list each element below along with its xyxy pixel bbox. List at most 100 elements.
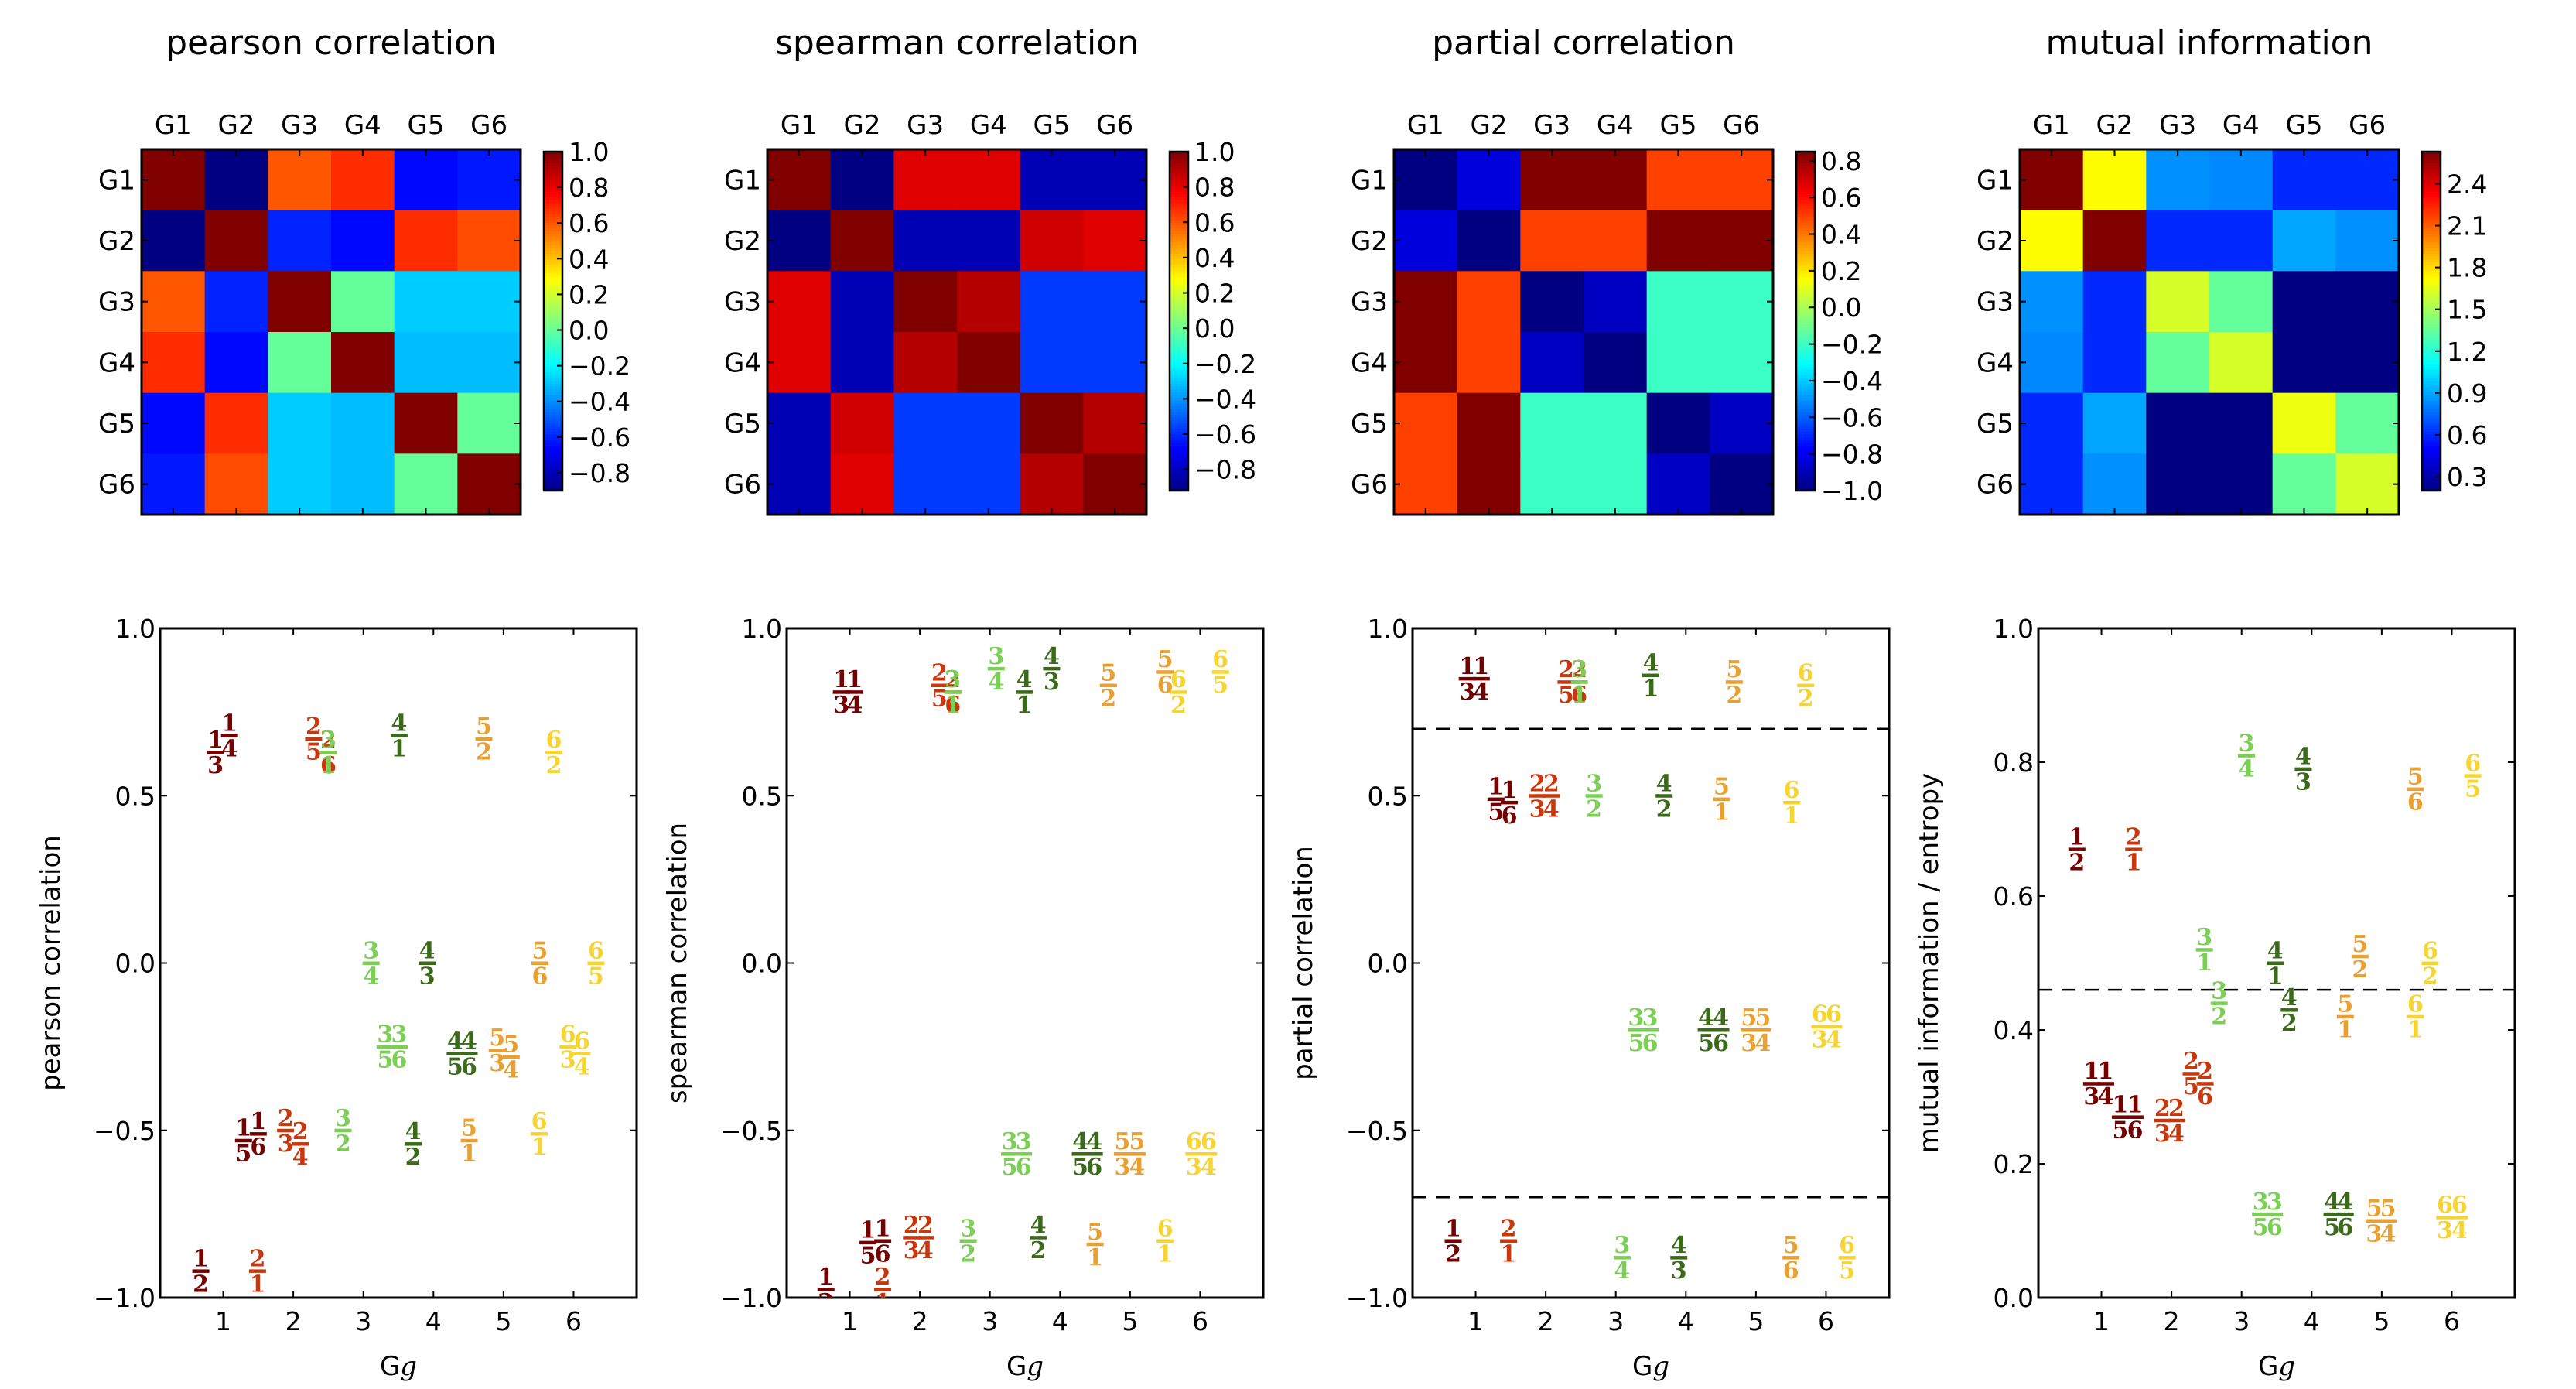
fraction-numerator: 4	[1044, 643, 1060, 670]
heatmap-col-label: G3	[1533, 110, 1570, 141]
fraction-numerator: 2	[2154, 1095, 2171, 1122]
colorbar-segment	[1796, 361, 1815, 364]
data-point-fraction: 51	[1713, 774, 1730, 826]
fraction-bar	[2464, 774, 2482, 778]
fraction-numerator: 5	[476, 713, 492, 741]
heatmap-cell	[268, 332, 332, 394]
fraction-numerator: 2	[1543, 770, 1560, 797]
colorbar-segment	[544, 287, 562, 291]
data-point-fraction: 41	[2267, 938, 2284, 990]
heatmap-panel-4: mutual information G1 G2 G3 G4 G5 G6 G1 G2 G3 G4 G5…	[1976, 23, 2487, 516]
colorbar-segment	[2422, 180, 2441, 183]
fraction-denominator: 5	[235, 1141, 251, 1168]
colorbar-segment	[1170, 344, 1188, 347]
data-point-fraction: 16	[2127, 1091, 2144, 1144]
fraction-denominator: 5	[1002, 1154, 1018, 1181]
colorbar-segment	[1170, 405, 1188, 409]
data-point-fraction: 34	[2238, 730, 2256, 782]
colorbar-segment	[1796, 216, 1815, 221]
heatmap-cell	[1083, 453, 1147, 515]
data-point-fraction: 21	[2125, 823, 2143, 876]
colorbar-segment	[1796, 323, 1815, 327]
heatmap-cell	[2146, 271, 2210, 333]
colorbar-segment	[1796, 154, 1815, 158]
colorbar-segment	[544, 208, 562, 212]
colorbar-segment	[1796, 180, 1815, 183]
colorbar-segment	[1796, 321, 1815, 325]
colorbar-tick-label: 1.8	[2447, 253, 2487, 283]
colorbar-segment	[544, 210, 562, 214]
colorbar-segment	[1796, 197, 1815, 200]
fraction-numerator: 1	[833, 666, 849, 693]
fraction-numerator: 6	[1812, 1001, 1828, 1028]
fraction-bar	[874, 1288, 892, 1291]
x-tick-label: 5	[495, 1306, 511, 1336]
fraction-bar	[1472, 676, 1490, 681]
colorbar-segment	[544, 414, 562, 418]
colorbar: 0.8 0.6 0.4 0.2 0.0 −0.2 −0.4 −0.6 −0.8 −1.0	[1795, 146, 1883, 506]
fraction-denominator: 1	[875, 1289, 891, 1316]
fraction-denominator: 5	[377, 1047, 393, 1074]
colorbar-segment	[1796, 409, 1815, 412]
heatmap-cell	[1020, 271, 1084, 333]
fraction-bar	[2096, 1082, 2114, 1086]
heatmap-row-label: G2	[1976, 226, 2014, 257]
colorbar-segment	[1170, 440, 1188, 443]
colorbar-tick-label: 2.4	[2447, 169, 2487, 199]
colorbar-segment	[2422, 434, 2441, 438]
heatmap-cell	[957, 453, 1021, 515]
fraction-denominator: 1	[2267, 963, 2284, 990]
fraction-denominator: 5	[1212, 672, 1228, 699]
fraction-bar	[2252, 1212, 2270, 1216]
heatmap-cell	[1584, 271, 1648, 333]
x-tick-label: 6	[1192, 1306, 1208, 1336]
colorbar-segment	[2422, 222, 2441, 226]
fraction-denominator: 3	[1459, 679, 1475, 706]
colorbar-segment	[1170, 434, 1188, 438]
fraction-bar	[1627, 1028, 1645, 1032]
colorbar-segment	[2422, 176, 2441, 181]
fraction-numerator: 6	[1784, 777, 1800, 804]
colorbar-frame	[1168, 150, 1190, 492]
fraction-denominator: 1	[945, 692, 961, 719]
fraction-numerator: 4	[1643, 650, 1659, 677]
colorbar-segment	[2422, 366, 2441, 370]
colorbar-segment	[1796, 474, 1815, 477]
colorbar-tick-label: −0.8	[1821, 440, 1883, 470]
fraction-numerator: 3	[2211, 977, 2227, 1004]
colorbar-segment	[1796, 392, 1815, 395]
colorbar-segment	[1796, 245, 1815, 248]
colorbar-segment	[2422, 284, 2441, 288]
data-point-fraction: 65	[1211, 646, 1229, 699]
heatmap-cell	[957, 149, 1021, 211]
heatmap-cell	[2146, 392, 2210, 454]
fraction-numerator: 2	[945, 666, 961, 693]
heatmap-cell	[1710, 392, 1774, 454]
fraction-numerator: 1	[250, 1108, 266, 1135]
heatmap-row-label: G6	[98, 470, 135, 501]
colorbar-segment	[2422, 479, 2441, 483]
heatmap-cell	[2082, 271, 2147, 333]
fraction-bar	[390, 734, 408, 737]
data-point-fraction: 34	[987, 643, 1005, 696]
fraction-bar	[234, 1138, 252, 1143]
fraction-numerator: 1	[207, 727, 224, 754]
data-point-fraction: 51	[2336, 991, 2354, 1044]
colorbar-segment	[1796, 265, 1815, 269]
fraction-denominator: 5	[860, 1243, 876, 1270]
fraction-denominator: 2	[335, 1131, 351, 1158]
fraction-denominator: 6	[320, 752, 337, 779]
fraction-denominator: 5	[588, 963, 604, 990]
heatmap-cell	[767, 392, 832, 454]
colorbar-tick-label: −0.6	[1821, 402, 1883, 433]
colorbar: 2.4 2.1 1.8 1.5 1.2 0.9 0.6 0.3	[2421, 150, 2487, 492]
colorbar-segment	[544, 450, 562, 455]
colorbar-segment	[1796, 448, 1815, 452]
colorbar-segment	[1170, 465, 1188, 469]
fraction-numerator: 2	[904, 1212, 920, 1239]
colorbar-segment	[544, 298, 562, 303]
fraction-denominator: 1	[1713, 799, 1730, 826]
colorbar-segment	[1170, 349, 1188, 353]
data-point-fraction: 56	[531, 938, 548, 990]
data-point-fraction: 56	[2407, 764, 2424, 816]
